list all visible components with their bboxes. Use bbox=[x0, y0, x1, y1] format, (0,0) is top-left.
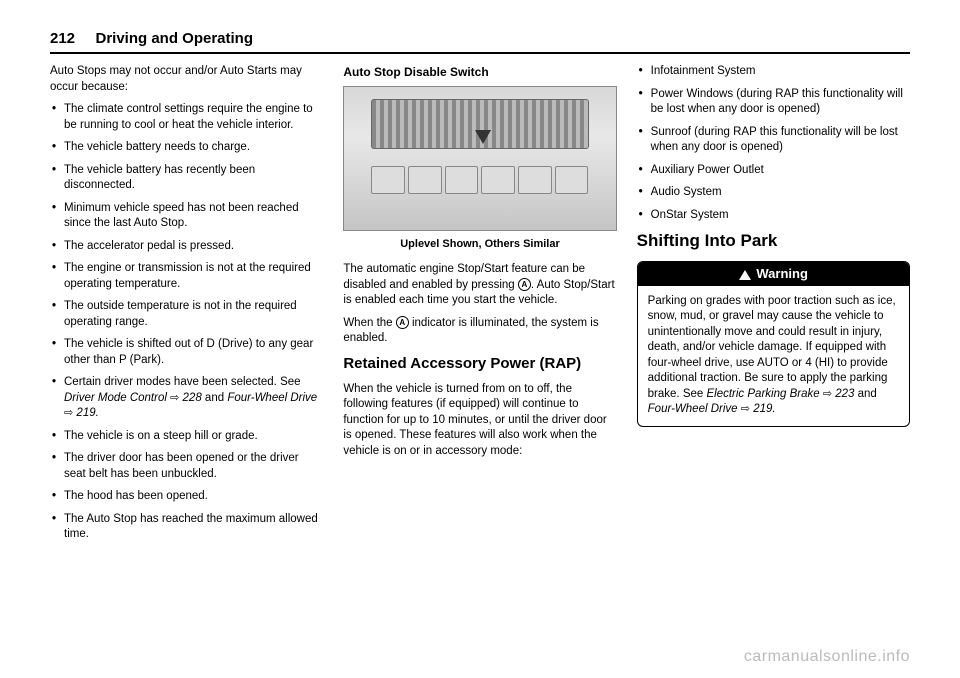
list-item: Certain driver modes have been selected.… bbox=[50, 375, 323, 422]
auto-stop-icon: A bbox=[396, 316, 409, 329]
page-header: 212 Driving and Operating bbox=[50, 30, 910, 54]
text-part: When the bbox=[343, 317, 392, 329]
ref-icon: ⇨ bbox=[170, 392, 179, 404]
ref-text: Four-Wheel Drive bbox=[227, 392, 317, 404]
vent-graphic bbox=[371, 99, 588, 149]
col1-intro: Auto Stops may not occur and/or Auto Sta… bbox=[50, 64, 323, 95]
rap-heading: Retained Accessory Power (RAP) bbox=[343, 354, 616, 374]
ref-icon: ⇨ bbox=[64, 407, 73, 419]
ref-page: 223 bbox=[835, 388, 854, 400]
list-text: Certain driver modes have been selected.… bbox=[64, 376, 301, 388]
column-1: Auto Stops may not occur and/or Auto Sta… bbox=[50, 64, 323, 550]
list-item: Audio System bbox=[637, 185, 910, 201]
rap-body: When the vehicle is turned from on to of… bbox=[343, 382, 616, 460]
auto-stop-icon: A bbox=[518, 278, 531, 291]
auto-stop-subhead: Auto Stop Disable Switch bbox=[343, 64, 616, 80]
list-item: Power Windows (during RAP this functiona… bbox=[637, 87, 910, 118]
list-item: Sunroof (during RAP this functionality w… bbox=[637, 125, 910, 156]
ref-text: Four-Wheel Drive bbox=[648, 403, 738, 415]
body-text: When the A indicator is illuminated, the… bbox=[343, 316, 616, 347]
chapter-title: Driving and Operating bbox=[95, 30, 253, 47]
col1-bullet-list: The climate control settings require the… bbox=[50, 102, 323, 543]
list-item: Minimum vehicle speed has not been reach… bbox=[50, 201, 323, 232]
ref-text: Electric Parking Brake bbox=[706, 388, 819, 400]
page-number: 212 bbox=[50, 30, 75, 47]
btn-graphic bbox=[371, 166, 405, 195]
list-item: Infotainment System bbox=[637, 64, 910, 80]
list-item: The outside temperature is not in the re… bbox=[50, 299, 323, 330]
shifting-heading: Shifting Into Park bbox=[637, 230, 910, 253]
list-item: The vehicle battery has recently been di… bbox=[50, 163, 323, 194]
btn-graphic bbox=[481, 166, 515, 195]
list-item: OnStar System bbox=[637, 208, 910, 224]
column-2: Auto Stop Disable Switch Uplevel Shown, … bbox=[343, 64, 616, 550]
list-item: The Auto Stop has reached the maximum al… bbox=[50, 512, 323, 543]
image-caption: Uplevel Shown, Others Similar bbox=[343, 237, 616, 252]
ref-page: 219. bbox=[76, 407, 98, 419]
ref-and: and bbox=[858, 388, 877, 400]
list-item: The engine or transmission is not at the… bbox=[50, 261, 323, 292]
btn-graphic bbox=[445, 166, 479, 195]
column-3: Infotainment System Power Windows (durin… bbox=[637, 64, 910, 550]
ref-text: Driver Mode Control bbox=[64, 392, 167, 404]
warning-body: Parking on grades with poor traction suc… bbox=[638, 286, 909, 426]
warning-header: Warning bbox=[638, 262, 909, 286]
ref-page: 228 bbox=[183, 392, 202, 404]
body-text: The automatic engine Stop/Start feature … bbox=[343, 262, 616, 309]
ref-icon: ⇨ bbox=[741, 403, 750, 415]
button-row-graphic bbox=[371, 166, 588, 195]
list-item: The driver door has been opened or the d… bbox=[50, 451, 323, 482]
ref-icon: ⇨ bbox=[823, 388, 832, 400]
ref-and: and bbox=[205, 392, 224, 404]
btn-graphic bbox=[555, 166, 589, 195]
warning-label: Warning bbox=[756, 266, 808, 281]
list-item: The accelerator pedal is pressed. bbox=[50, 239, 323, 255]
manual-page: 212 Driving and Operating Auto Stops may… bbox=[0, 0, 960, 570]
list-item: The vehicle is shifted out of D (Drive) … bbox=[50, 337, 323, 368]
warning-triangle-icon bbox=[739, 270, 751, 280]
btn-graphic bbox=[408, 166, 442, 195]
ref-page: 219. bbox=[753, 403, 775, 415]
list-item: The climate control settings require the… bbox=[50, 102, 323, 133]
list-item: The vehicle battery needs to charge. bbox=[50, 140, 323, 156]
list-item: The vehicle is on a steep hill or grade. bbox=[50, 429, 323, 445]
col3-bullet-list: Infotainment System Power Windows (durin… bbox=[637, 64, 910, 223]
content-columns: Auto Stops may not occur and/or Auto Sta… bbox=[50, 64, 910, 550]
warning-text: Parking on grades with poor traction suc… bbox=[648, 295, 896, 400]
list-item: Auxiliary Power Outlet bbox=[637, 163, 910, 179]
list-item: The hood has been opened. bbox=[50, 489, 323, 505]
watermark: carmanualsonline.info bbox=[744, 648, 910, 666]
dashboard-switch-image bbox=[343, 86, 616, 231]
btn-graphic bbox=[518, 166, 552, 195]
warning-box: Warning Parking on grades with poor trac… bbox=[637, 261, 910, 427]
